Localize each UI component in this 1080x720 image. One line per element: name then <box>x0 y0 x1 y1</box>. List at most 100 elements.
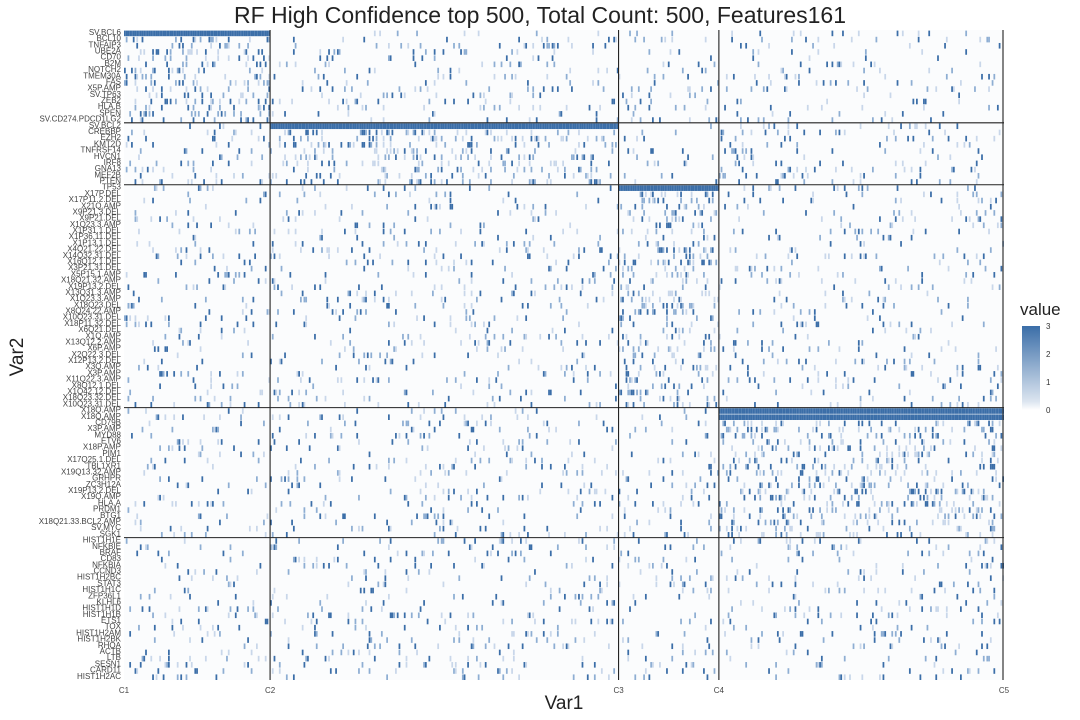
heatmap-cell <box>549 160 552 167</box>
heatmap-cell <box>678 296 681 303</box>
heatmap-cell <box>488 86 491 92</box>
heatmap-cell <box>532 123 535 130</box>
heatmap-cell <box>692 501 695 507</box>
heatmap-cell <box>817 36 820 43</box>
heatmap-cell <box>975 513 978 520</box>
heatmap-cell <box>393 234 396 241</box>
heatmap-cell <box>630 228 633 235</box>
heatmap-cell <box>660 36 663 43</box>
heatmap-cell <box>565 73 568 80</box>
heatmap-cell <box>893 129 895 136</box>
heatmap-cell <box>247 606 249 612</box>
heatmap-cell <box>285 674 288 680</box>
heatmap-cell <box>180 160 183 167</box>
heatmap-cell <box>708 643 711 650</box>
heatmap-cell <box>762 123 765 130</box>
heatmap-cell <box>442 519 445 526</box>
heatmap-cell <box>527 426 529 433</box>
heatmap-cell <box>280 358 283 365</box>
heatmap-cell <box>593 364 596 371</box>
heatmap-cell <box>845 476 848 482</box>
heatmap-cell <box>731 148 733 154</box>
heatmap-cell <box>806 618 809 625</box>
heatmap-cell <box>252 241 255 247</box>
heatmap-cell <box>345 160 348 167</box>
heatmap-cell <box>933 476 936 482</box>
heatmap-cell <box>590 123 593 130</box>
heatmap-cell <box>414 129 417 136</box>
heatmap-cell <box>891 451 894 458</box>
heatmap-cell <box>805 321 807 328</box>
heatmap-cell <box>551 86 554 92</box>
heatmap-cell <box>131 30 133 37</box>
heatmap-cell <box>365 123 367 130</box>
heatmap-cell <box>681 67 684 74</box>
heatmap-cell <box>287 414 290 420</box>
heatmap-cell <box>417 569 420 575</box>
heatmap-cell <box>423 104 425 111</box>
heatmap-cell <box>565 309 568 315</box>
heatmap-cell <box>685 556 688 563</box>
heatmap-cell <box>180 327 183 334</box>
heatmap-cell <box>285 210 288 216</box>
heatmap-cell <box>671 569 674 575</box>
heatmap-cell <box>451 662 454 668</box>
heatmap-cell <box>495 123 498 130</box>
heatmap-cell <box>664 210 667 216</box>
heatmap-cell <box>467 624 469 631</box>
heatmap-cell <box>157 253 160 260</box>
heatmap-cell <box>625 333 628 340</box>
heatmap-cell <box>884 73 887 80</box>
heatmap-cell <box>527 532 529 538</box>
heatmap-cell <box>307 123 309 130</box>
heatmap-cell <box>982 321 985 328</box>
heatmap-cell <box>704 408 707 414</box>
heatmap-cell <box>791 482 793 489</box>
heatmap-cell <box>924 488 927 495</box>
heatmap-cell <box>183 92 186 99</box>
heatmap-cell <box>173 631 176 637</box>
heatmap-cell <box>435 519 438 526</box>
heatmap-cell <box>159 476 161 482</box>
heatmap-cell <box>518 674 520 680</box>
heatmap-cell <box>259 389 262 396</box>
heatmap-cell <box>578 420 580 427</box>
heatmap-cell <box>264 482 267 489</box>
heatmap-cell <box>650 148 652 154</box>
heatmap-cell <box>699 364 702 371</box>
heatmap-cell <box>391 612 394 619</box>
y-tick-label: X18Q21.33.BCL2.AMP <box>39 517 121 526</box>
heatmap-cell <box>500 538 503 544</box>
heatmap-cell <box>197 185 200 191</box>
heatmap-cell <box>210 166 212 173</box>
heatmap-cell <box>458 575 461 581</box>
heatmap-cell <box>564 166 566 173</box>
heatmap-cell <box>981 197 983 204</box>
heatmap-cell <box>778 278 781 284</box>
heatmap-cell <box>717 296 719 303</box>
heatmap-cell <box>388 377 390 383</box>
heatmap-cell <box>921 49 924 55</box>
heatmap-cell <box>134 67 137 74</box>
heatmap-cell <box>764 408 767 414</box>
heatmap-cell <box>212 185 214 191</box>
heatmap-cell <box>954 414 957 420</box>
heatmap-cell <box>982 655 985 662</box>
heatmap-cell <box>930 327 932 334</box>
heatmap-cell <box>328 49 330 55</box>
heatmap-cell <box>923 439 925 445</box>
heatmap-cell <box>372 587 374 594</box>
heatmap-cell <box>210 92 212 99</box>
heatmap-cell <box>653 197 656 204</box>
heatmap-cell <box>708 185 711 191</box>
heatmap-cell <box>125 80 128 86</box>
heatmap-cell <box>470 278 473 284</box>
heatmap-cell <box>217 111 220 117</box>
heatmap-cell <box>734 135 737 142</box>
heatmap-cell <box>877 296 880 303</box>
heatmap-cell <box>129 30 132 37</box>
heatmap-cell <box>384 575 387 581</box>
heatmap-cell <box>717 185 719 191</box>
heatmap-cell <box>305 389 308 396</box>
heatmap-cell <box>761 532 763 538</box>
